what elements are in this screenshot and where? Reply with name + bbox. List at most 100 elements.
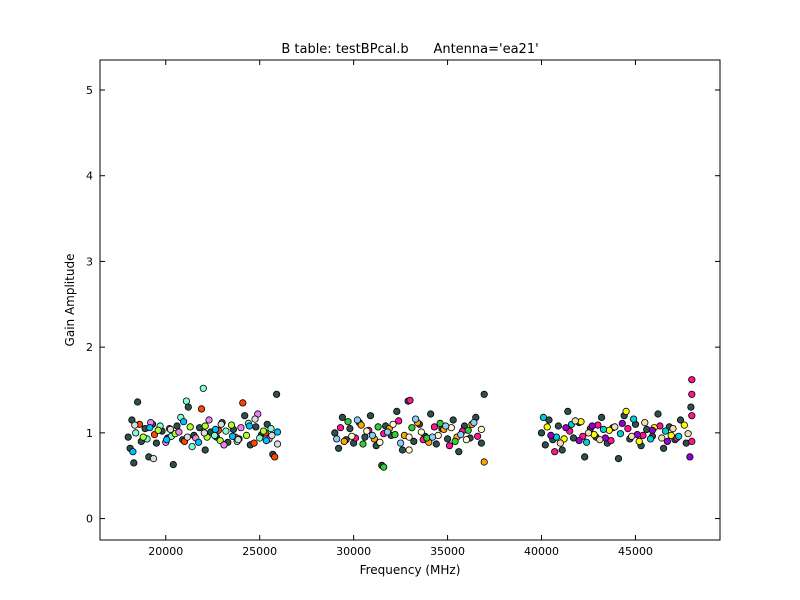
data-point	[376, 438, 384, 446]
data-point	[267, 424, 275, 433]
data-point	[359, 440, 367, 448]
data-point	[659, 444, 668, 452]
data-point	[658, 434, 666, 442]
data-point	[539, 413, 548, 421]
data-point	[132, 429, 140, 437]
data-point	[648, 426, 657, 434]
data-point	[393, 407, 401, 415]
data-point	[473, 432, 482, 440]
data-point	[654, 410, 662, 418]
data-point	[686, 453, 694, 461]
data-point	[667, 431, 675, 439]
data-point	[124, 433, 132, 441]
y-tick-label: 5	[86, 84, 93, 97]
data-point	[445, 442, 454, 450]
x-tick-label: 45000	[618, 545, 653, 558]
data-point	[551, 448, 559, 456]
data-point	[635, 437, 643, 445]
data-point	[228, 432, 237, 440]
data-point	[346, 424, 354, 433]
ticks-layer: 20000 25000 30000 35000 40000 45000 0 1 2 3 4 5	[86, 60, 720, 558]
data-point	[428, 433, 437, 441]
data-point	[268, 431, 276, 439]
data-point	[166, 425, 175, 433]
data-point	[251, 415, 259, 423]
points-layer	[124, 376, 696, 471]
plot-frame	[99, 59, 721, 541]
data-point	[368, 431, 376, 439]
data-point	[252, 423, 260, 431]
data-point	[149, 454, 158, 463]
data-point	[477, 439, 485, 447]
data-point	[684, 430, 692, 438]
data-point	[220, 441, 228, 449]
data-point	[245, 422, 253, 430]
data-point	[175, 428, 183, 436]
data-point	[554, 422, 563, 430]
data-point	[131, 421, 139, 429]
data-point	[614, 454, 623, 463]
x-tick-label: 30000	[336, 545, 371, 558]
data-point	[134, 398, 142, 406]
data-point	[391, 430, 399, 439]
data-point	[406, 396, 414, 404]
y-tick-label: 4	[86, 170, 93, 183]
data-point	[443, 435, 452, 443]
data-point	[611, 423, 619, 431]
data-point	[588, 422, 596, 430]
data-point	[361, 433, 369, 441]
data-point	[217, 420, 225, 428]
data-point	[239, 399, 247, 407]
data-point	[571, 417, 579, 425]
data-point	[396, 439, 405, 447]
data-point	[200, 429, 208, 437]
data-point	[173, 422, 181, 430]
data-point	[537, 429, 546, 437]
data-point	[184, 403, 192, 411]
data-point	[338, 413, 346, 421]
data-point	[398, 446, 407, 454]
data-point	[380, 463, 388, 471]
data-point	[183, 433, 191, 441]
y-tick-label: 0	[86, 513, 93, 526]
data-point	[357, 421, 365, 429]
data-point	[146, 424, 154, 432]
data-point	[470, 418, 478, 427]
data-point	[272, 390, 281, 398]
data-point	[408, 424, 416, 432]
data-point	[199, 384, 207, 392]
data-point	[628, 432, 636, 440]
data-point	[462, 436, 470, 444]
data-point	[389, 420, 397, 428]
data-point	[259, 427, 268, 435]
data-point	[205, 416, 213, 424]
data-point	[688, 376, 696, 384]
data-point	[201, 446, 209, 454]
data-point	[410, 437, 418, 445]
data-point	[547, 431, 555, 439]
data-point	[464, 426, 472, 434]
data-point	[616, 430, 625, 438]
data-point	[661, 427, 670, 435]
data-point	[480, 458, 488, 466]
data-point	[675, 432, 683, 440]
data-point	[273, 428, 282, 436]
data-point	[669, 424, 677, 433]
data-point	[222, 427, 230, 435]
data-point	[558, 446, 566, 454]
data-point	[442, 422, 450, 430]
data-point	[451, 437, 459, 445]
data-point	[348, 432, 356, 440]
data-point	[562, 424, 570, 432]
data-point	[344, 418, 352, 426]
data-point	[688, 412, 696, 420]
data-point	[663, 437, 672, 445]
data-point	[596, 436, 604, 444]
data-point	[331, 429, 339, 437]
data-point	[250, 439, 258, 447]
data-point	[432, 440, 440, 448]
data-point	[688, 390, 696, 398]
data-point	[340, 437, 348, 445]
